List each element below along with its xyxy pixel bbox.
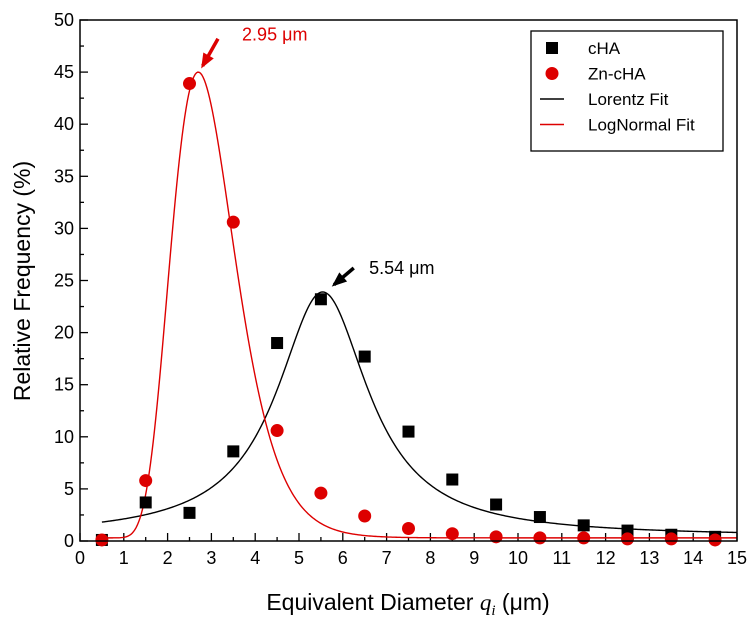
x-tick-label: 10 — [508, 548, 528, 568]
annotation-arrow-head — [201, 52, 214, 69]
point-zn-cha — [402, 521, 415, 535]
point-cha — [183, 506, 196, 519]
annotation-arrow-head — [331, 272, 348, 287]
x-tick-label: 5 — [294, 548, 304, 568]
x-tick-label: 0 — [75, 548, 85, 568]
legend-label-lognormal-fit: LogNormal Fit — [588, 116, 695, 135]
point-cha — [271, 337, 284, 350]
fit-line-lorentz-fit — [101, 291, 737, 534]
x-tick-label: 9 — [469, 548, 479, 568]
plot-frame — [79, 19, 738, 542]
x-tick-label: 8 — [425, 548, 435, 568]
x-axis-label-var: q — [480, 590, 492, 615]
y-tick-label: 35 — [54, 166, 74, 186]
x-tick-label: 15 — [727, 548, 747, 568]
point-zn-cha — [183, 77, 196, 91]
point-zn-cha — [533, 531, 547, 545]
legend-label-lorentz-fit: Lorentz Fit — [588, 90, 669, 109]
y-tick-label: 40 — [54, 114, 74, 134]
x-axis-label: Equivalent Diameter qi (μm) — [266, 589, 549, 619]
x-tick-label: 2 — [163, 548, 173, 568]
point-zn-cha — [314, 486, 328, 500]
y-axis-label: Relative Frequency (%) — [9, 161, 35, 401]
y-tick-label: 50 — [54, 10, 74, 30]
legend-label-cha: cHA — [588, 39, 621, 58]
x-axis-label-prefix: Equivalent Diameter — [266, 589, 480, 615]
point-cha — [402, 425, 415, 438]
legend-box — [530, 30, 724, 152]
y-tick-label: 15 — [54, 375, 74, 395]
point-zn-cha — [139, 474, 153, 488]
point-cha — [139, 496, 152, 509]
point-zn-cha — [664, 532, 678, 546]
annotation-label: 5.54 μm — [369, 258, 434, 278]
point-cha — [446, 473, 459, 486]
point-zn-cha — [577, 531, 591, 545]
annotations: 2.95 μm 5.54 μm — [201, 25, 434, 287]
point-zn-cha — [445, 527, 459, 541]
x-tick-labels: 0 1 2 3 4 5 6 7 8 9 10 11 12 13 14 15 — [75, 548, 747, 568]
y-tick-label: 20 — [54, 323, 74, 343]
point-cha — [533, 511, 546, 524]
x-tick-label: 11 — [552, 548, 571, 568]
y-tick-label: 25 — [54, 271, 74, 291]
point-cha — [314, 293, 327, 306]
legend-label-zn-cha: Zn-cHA — [588, 65, 646, 84]
legend: cHA Zn-cHA Lorentz Fit LogNormal Fit — [530, 30, 724, 152]
x-axis-label-unit: (μm) — [496, 589, 550, 615]
point-zn-cha — [708, 533, 722, 547]
point-cha — [358, 350, 371, 363]
legend-marker-cha — [546, 42, 558, 54]
x-tick-label: 13 — [639, 548, 659, 568]
y-tick-label: 45 — [54, 62, 74, 82]
x-tick-label: 1 — [119, 548, 129, 568]
point-zn-cha — [270, 424, 284, 438]
y-tick-label: 0 — [64, 531, 74, 551]
y-tick-label: 5 — [64, 479, 74, 499]
x-tick-label: 6 — [338, 548, 348, 568]
x-tick-label: 3 — [206, 548, 216, 568]
data-points — [95, 77, 722, 547]
point-cha — [577, 519, 590, 532]
y-tick-labels: 0 5 10 15 20 25 30 35 40 45 50 — [54, 10, 74, 551]
point-cha — [227, 445, 240, 458]
y-tick-label: 30 — [54, 218, 74, 238]
x-tick-label: 14 — [683, 548, 703, 568]
y-tick-label: 10 — [54, 427, 74, 447]
x-tick-label: 7 — [382, 548, 392, 568]
x-tick-label: 4 — [250, 548, 260, 568]
point-zn-cha — [358, 509, 372, 523]
x-tick-label: 12 — [596, 548, 616, 568]
legend-marker-zn-cha — [545, 67, 559, 80]
point-zn-cha — [226, 215, 240, 229]
point-zn-cha — [95, 533, 109, 547]
point-cha — [490, 498, 503, 511]
point-zn-cha — [621, 532, 634, 546]
annotation-label: 2.95 μm — [242, 25, 307, 45]
x-axis-label-sub: i — [491, 603, 495, 619]
point-zn-cha — [489, 530, 503, 544]
